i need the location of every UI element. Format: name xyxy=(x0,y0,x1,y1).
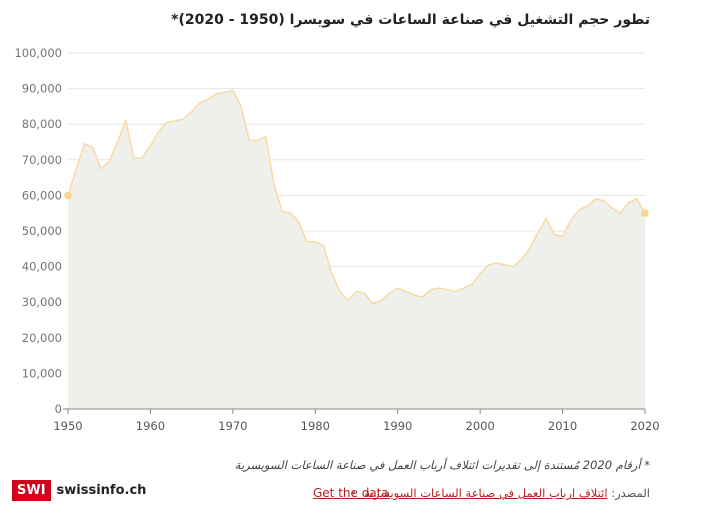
y-tick-label: 50,000 xyxy=(22,224,62,238)
source-label: المصدر: xyxy=(611,486,650,500)
area-fill xyxy=(68,90,645,410)
footnote: * أرقام 2020 مُستندة إلى تقديرات ائتلاف … xyxy=(234,458,650,472)
data-point xyxy=(64,191,72,200)
source-line: المصدر: ائتلاف ارباب العمل في صناعة السا… xyxy=(346,486,650,500)
x-tick-label: 2020 xyxy=(630,419,659,433)
x-tick-label: 1990 xyxy=(383,419,412,433)
x-tick-label: 2010 xyxy=(548,419,577,433)
highlight-points xyxy=(64,191,649,217)
y-tick-label: 100,000 xyxy=(14,46,62,60)
series-line xyxy=(67,89,646,305)
source-link[interactable]: ائتلاف ارباب العمل في صناعة الساعات السو… xyxy=(364,486,608,500)
logo-text: swissinfo.ch xyxy=(56,483,147,498)
source-separator: • xyxy=(350,486,357,500)
x-tick-label: 1970 xyxy=(218,419,247,433)
y-tick-label: 60,000 xyxy=(22,188,62,202)
y-tick-label: 20,000 xyxy=(22,331,62,345)
swi-logo-box: SWI xyxy=(12,480,51,501)
get-data-link[interactable]: Get the data xyxy=(313,486,389,500)
y-tick-label: 10,000 xyxy=(22,366,62,380)
y-tick-label: 90,000 xyxy=(22,82,62,96)
axes xyxy=(63,408,646,414)
x-tick-label: 1960 xyxy=(136,419,165,433)
x-tick-label: 1950 xyxy=(53,419,82,433)
chart-title: تطور حجم التشغيل في صناعة الساعات في سوي… xyxy=(171,12,650,28)
swissinfo-logo[interactable]: SWI swissinfo.ch xyxy=(12,480,146,501)
x-tick-label: 1980 xyxy=(301,419,330,433)
y-tick-label: 30,000 xyxy=(22,295,62,309)
x-tick-label: 2000 xyxy=(466,419,495,433)
y-axis-ticks: 0 10,000 20,000 30,000 40,000 50,000 60,000 70,… xyxy=(14,46,62,416)
employment-area-chart: 0 10,000 20,000 30,000 40,000 50,000 60,000 70,… xyxy=(14,46,659,433)
y-tick-label: 80,000 xyxy=(22,117,62,131)
y-tick-label: 0 xyxy=(55,402,62,416)
y-tick-label: 40,000 xyxy=(22,260,62,274)
data-point xyxy=(641,209,649,217)
x-axis-ticks: 1950 1960 1970 1980 1990 2000 2010 2020 xyxy=(53,419,659,433)
y-tick-label: 70,000 xyxy=(22,153,62,167)
